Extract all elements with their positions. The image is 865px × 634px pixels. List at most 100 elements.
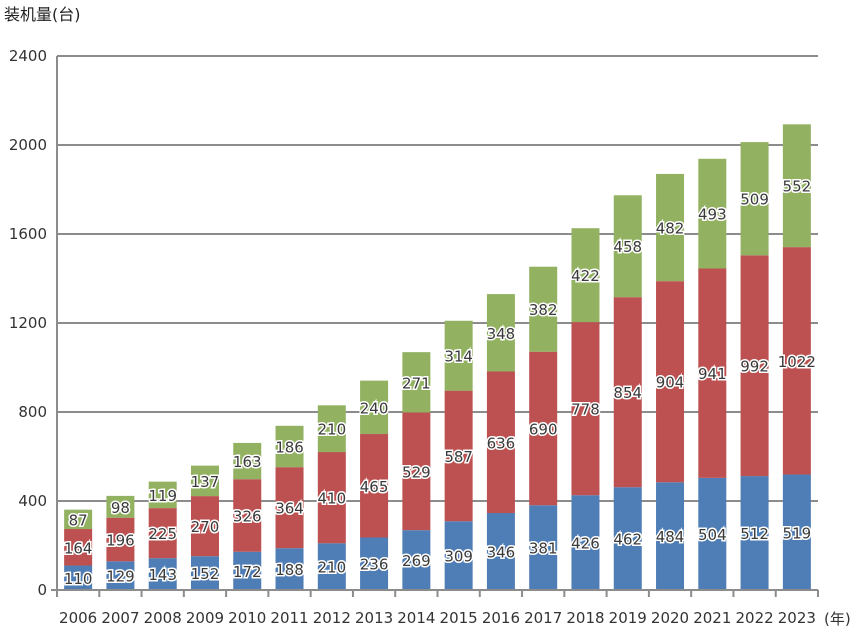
bar-segment <box>444 320 473 391</box>
bar-segment <box>698 158 727 269</box>
x-tick-label: 2006 <box>59 609 97 627</box>
data-label: 465 <box>360 478 389 496</box>
bar-segment <box>571 322 600 496</box>
bar-segment <box>275 467 304 549</box>
y-axis-title: 装机量(台) <box>4 5 81 24</box>
bar-segment <box>233 442 262 480</box>
data-label: 690 <box>529 420 558 438</box>
x-tick-label: 2012 <box>313 609 351 627</box>
bar-segment <box>698 477 727 590</box>
bar-segment <box>360 537 389 590</box>
bar-segment <box>740 476 769 590</box>
bar-segment <box>106 495 135 518</box>
y-tick-label: 0 <box>37 581 47 599</box>
bar-segment <box>190 556 219 590</box>
data-label: 314 <box>444 348 473 366</box>
bar-segment <box>190 465 219 497</box>
bar-segment <box>233 551 262 590</box>
x-tick-label: 2021 <box>693 609 731 627</box>
data-label: 143 <box>148 566 177 584</box>
bar-segment <box>275 548 304 590</box>
x-tick-label: 2022 <box>735 609 773 627</box>
bar-segment <box>148 508 177 559</box>
data-label: 270 <box>191 518 220 536</box>
bar-segment <box>698 268 727 478</box>
data-label: 346 <box>487 544 516 562</box>
bar-segment <box>444 521 473 590</box>
data-label: 110 <box>64 570 93 588</box>
x-tick-label: 2009 <box>186 609 224 627</box>
data-label: 504 <box>698 526 727 544</box>
x-tick-label: 2020 <box>651 609 689 627</box>
data-label: 778 <box>571 401 600 419</box>
data-label: 426 <box>571 535 600 553</box>
bar-segment <box>233 479 262 552</box>
y-tick-label: 2000 <box>9 136 47 154</box>
bar-segment <box>613 195 642 298</box>
x-tick-label: 2008 <box>144 609 182 627</box>
data-label: 636 <box>487 434 516 452</box>
data-label: 188 <box>275 561 304 579</box>
data-label: 509 <box>740 191 769 209</box>
y-tick-label: 1600 <box>9 225 47 243</box>
bar-segment <box>656 281 685 483</box>
data-label: 512 <box>740 525 769 543</box>
x-tick-label: 2010 <box>228 609 266 627</box>
data-label: 210 <box>317 421 346 439</box>
x-tick-label: 2013 <box>355 609 393 627</box>
data-label: 240 <box>360 399 389 417</box>
data-label: 196 <box>106 531 135 549</box>
y-tick-label: 400 <box>18 492 47 510</box>
bar-segment <box>656 482 685 590</box>
bar-segment <box>782 124 811 248</box>
data-label: 326 <box>233 507 262 525</box>
data-label: 364 <box>275 500 304 518</box>
data-label: 210 <box>317 559 346 577</box>
bar-segment <box>656 173 685 282</box>
data-label: 381 <box>529 540 558 558</box>
bar-segment <box>782 247 811 475</box>
bar-segment <box>444 390 473 522</box>
x-tick-label: 2015 <box>440 609 478 627</box>
x-tick-label: 2019 <box>609 609 647 627</box>
data-label: 462 <box>613 531 642 549</box>
bar-segment <box>64 529 93 566</box>
data-label: 382 <box>529 301 558 319</box>
bar-segment <box>613 297 642 488</box>
data-label: 854 <box>613 384 642 402</box>
bar-segment <box>740 255 769 477</box>
data-label: 484 <box>656 528 685 546</box>
bar-segment <box>402 412 431 531</box>
bar-segment <box>486 371 515 514</box>
data-label: 529 <box>402 463 431 481</box>
data-label: 904 <box>656 374 685 392</box>
bar-segment <box>317 452 346 544</box>
x-tick-label: 2014 <box>397 609 435 627</box>
data-label: 236 <box>360 556 389 574</box>
bar-segment <box>64 509 93 530</box>
data-label: 309 <box>444 548 473 566</box>
x-axis-title: (年) <box>824 610 851 628</box>
bar-segment <box>360 380 389 435</box>
data-label: 422 <box>571 267 600 285</box>
data-label: 87 <box>69 511 88 529</box>
data-label: 98 <box>111 499 130 517</box>
bar-segment <box>402 352 431 413</box>
bar-segment <box>317 405 346 453</box>
data-label: 410 <box>317 490 346 508</box>
bar-segment <box>486 513 515 590</box>
bar-segment <box>529 505 558 590</box>
data-label: 1022 <box>778 353 816 371</box>
bar-segment <box>571 495 600 590</box>
data-label: 164 <box>64 539 93 557</box>
data-label: 992 <box>740 358 769 376</box>
bar-segment <box>402 530 431 590</box>
data-label: 269 <box>402 552 431 570</box>
bar-segment <box>64 565 93 590</box>
y-tick-label: 800 <box>18 403 47 421</box>
data-label: 163 <box>233 453 262 471</box>
data-label: 348 <box>487 325 516 343</box>
bar-segment <box>360 434 389 538</box>
bar-segment <box>529 266 558 352</box>
